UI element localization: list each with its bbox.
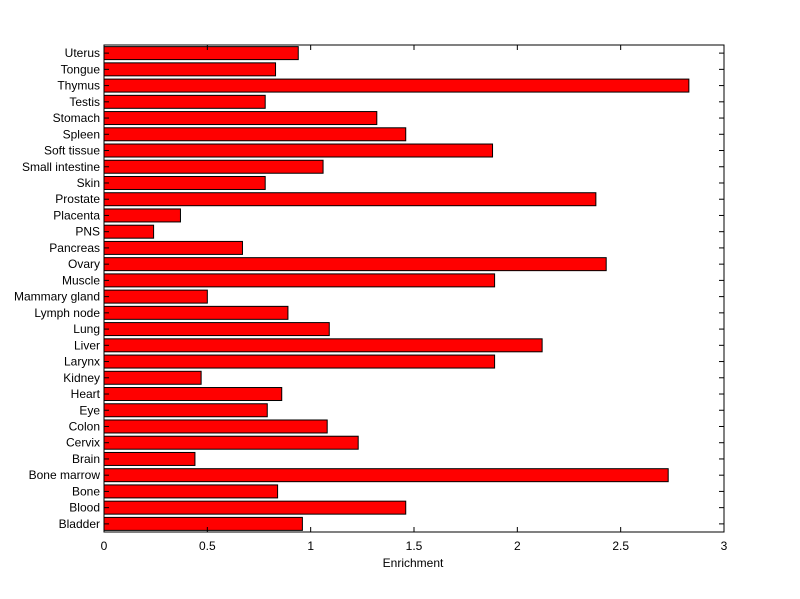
y-tick-label: Placenta <box>53 208 100 222</box>
bar-larynx <box>103 354 496 369</box>
bar-brain <box>103 451 196 466</box>
plot-frame <box>103 44 725 533</box>
y-tick-label: Tongue <box>61 62 101 76</box>
y-tick-label: Eye <box>79 403 100 417</box>
x-tick-labels-group: 0 0.5 1 1.5 2 2.5 3 <box>101 539 728 553</box>
bar-kidney <box>103 370 202 385</box>
bar-spleen <box>103 127 407 142</box>
bar-bladder <box>103 516 303 531</box>
bar-lymph-node <box>103 305 289 320</box>
y-tick-label: Skin <box>77 176 100 190</box>
bar-soft-tissue <box>103 143 494 158</box>
y-tick-label: Liver <box>74 338 100 352</box>
y-tick-label: Brain <box>72 452 100 466</box>
y-tick-label: Soft tissue <box>44 144 100 158</box>
bar-muscle <box>103 273 496 288</box>
y-tick-label: PNS <box>75 225 100 239</box>
y-tick-label: Stomach <box>53 111 100 125</box>
y-tick-label: Uterus <box>65 46 100 60</box>
bar-bone <box>103 484 279 499</box>
y-tick-label: Heart <box>71 387 101 401</box>
y-tick-label: Colon <box>69 419 100 433</box>
bar-blood <box>103 500 407 515</box>
bar-placenta <box>103 208 181 223</box>
y-tick-label: Lymph node <box>34 306 100 320</box>
y-tick-label: Ovary <box>68 257 100 271</box>
y-tick-label: Small intestine <box>22 160 100 174</box>
x-tick-label: 0.5 <box>199 539 216 553</box>
bar-lung <box>103 322 330 337</box>
bar-thymus <box>103 78 690 93</box>
y-tick-label: Pancreas <box>49 241 100 255</box>
bar-ovary <box>103 257 607 272</box>
plot-area <box>104 45 724 532</box>
x-tick-label: 1.5 <box>406 539 423 553</box>
y-tick-label: Thymus <box>57 79 100 93</box>
bar-bone-marrow <box>103 468 669 483</box>
y-tick-label: Bone <box>72 484 100 498</box>
bar-stomach <box>103 111 378 126</box>
bar-liver <box>103 338 543 353</box>
bar-pancreas <box>103 240 243 255</box>
bar-testis <box>103 94 266 109</box>
bar-heart <box>103 387 283 402</box>
y-tick-label: Bone marrow <box>29 468 101 482</box>
y-tick-label: Lung <box>73 322 100 336</box>
bar-cervix <box>103 435 359 450</box>
y-tick-label: Testis <box>69 95 100 109</box>
bar-mammary-gland <box>103 289 208 304</box>
bar-eye <box>103 403 268 418</box>
y-tick-label: Mammary gland <box>14 290 100 304</box>
bar-pns <box>103 224 155 239</box>
y-tick-label: Bladder <box>59 517 100 531</box>
bar-prostate <box>103 192 597 207</box>
y-tick-label: Muscle <box>62 273 100 287</box>
y-tick-label: Prostate <box>55 192 100 206</box>
x-tick-label: 3 <box>721 539 728 553</box>
x-axis-label: Enrichment <box>383 556 444 570</box>
bar-small-intestine <box>103 159 324 174</box>
x-tick-label: 2 <box>514 539 521 553</box>
y-tick-label: Blood <box>69 501 100 515</box>
y-tick-labels-group: Uterus Tongue Thymus Testis Stomach Spleen Sof… <box>14 46 101 531</box>
y-tick-label: Cervix <box>66 436 100 450</box>
y-tick-label: Spleen <box>63 127 100 141</box>
y-tick-label: Larynx <box>64 355 100 369</box>
bar-colon <box>103 419 328 434</box>
ticks-group <box>103 45 725 532</box>
y-tick-label: Kidney <box>63 371 100 385</box>
x-tick-label: 2.5 <box>612 539 629 553</box>
bar-tongue <box>103 62 277 77</box>
x-tick-label: 1 <box>307 539 314 553</box>
bar-skin <box>103 175 266 190</box>
bar-uterus <box>103 46 299 61</box>
x-tick-label: 0 <box>101 539 108 553</box>
